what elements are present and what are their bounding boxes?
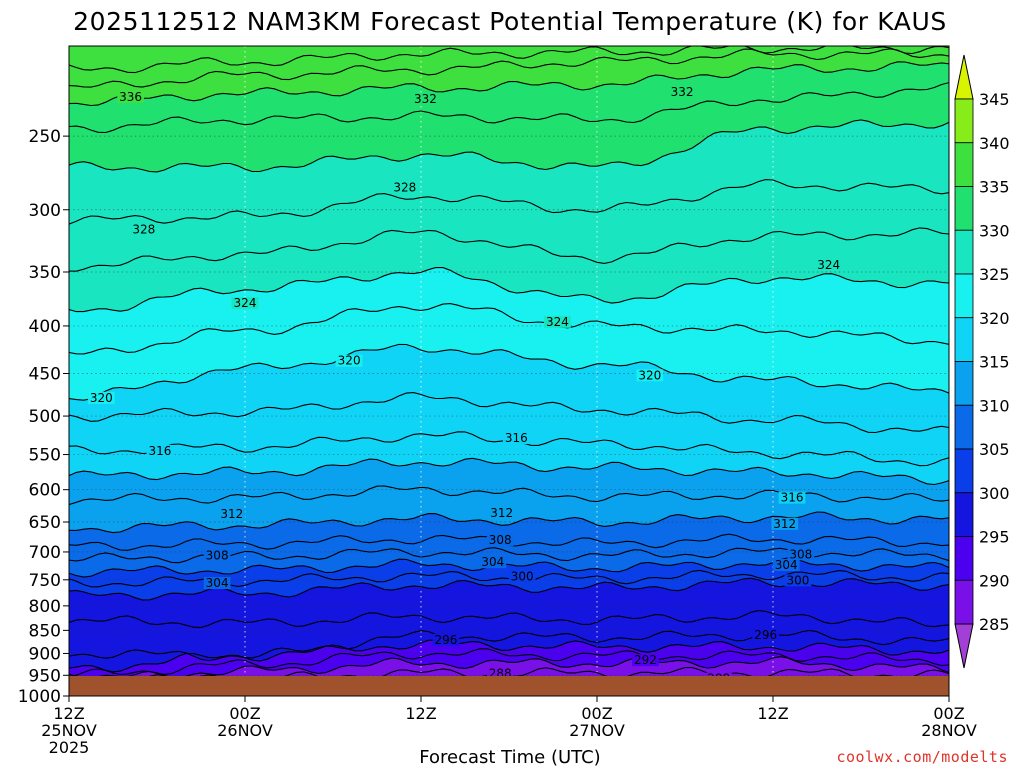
isentrope-290 xyxy=(69,656,949,686)
isentrope-314 xyxy=(69,457,949,486)
contour-label-304: 304 xyxy=(481,555,504,569)
x-tick-label: 25NOV xyxy=(41,721,97,740)
contour-label-300: 300 xyxy=(786,573,809,587)
isentrope-338 xyxy=(69,46,949,74)
colorbar-label: 310 xyxy=(979,396,1010,415)
isentrope-328 xyxy=(69,179,949,225)
contour-label-304: 304 xyxy=(775,558,798,572)
contour-label-332: 332 xyxy=(671,85,694,99)
isentrope-310 xyxy=(69,511,949,534)
y-tick-label: 350 xyxy=(29,263,61,283)
contour-label-308: 308 xyxy=(489,533,512,547)
contour-label-312: 312 xyxy=(220,507,243,521)
x-tick-label: 26NOV xyxy=(217,721,273,740)
contour-label-292: 292 xyxy=(634,653,657,667)
x-tick-label: 00Z xyxy=(581,704,612,723)
y-tick-label: 750 xyxy=(29,571,61,591)
isentrope-318 xyxy=(69,392,949,434)
filled-contours xyxy=(69,46,949,696)
isentrope-292 xyxy=(69,648,949,678)
colorbar-label: 345 xyxy=(979,90,1010,109)
contour-label-324: 324 xyxy=(546,315,569,329)
colorbar: 285 290 295 300 305 310 315 320 325 330 335 340 345 xyxy=(954,54,1010,669)
contour-label-304: 304 xyxy=(206,576,229,590)
x-tick-label: 12Z xyxy=(53,704,84,723)
contour-label-320: 320 xyxy=(90,391,113,405)
x-tick-label: 00Z xyxy=(933,704,964,723)
colorbar-label: 320 xyxy=(979,309,1010,328)
x-tick-label: 28NOV xyxy=(921,721,977,740)
y-tick-label: 400 xyxy=(29,317,61,337)
y-tick-label: 550 xyxy=(29,446,61,466)
isentrope-298 xyxy=(69,610,949,628)
x-tick-label: 12Z xyxy=(757,704,788,723)
colorbar-label: 290 xyxy=(979,571,1010,590)
contour-label-320: 320 xyxy=(338,354,361,368)
isentrope-296 xyxy=(69,629,949,662)
y-tick-label: 250 xyxy=(29,127,61,147)
colorbar-label: 335 xyxy=(979,178,1010,197)
contour-label-312: 312 xyxy=(490,506,513,520)
isentrope-322 xyxy=(69,303,949,355)
isentrope-332 xyxy=(69,82,949,134)
contour-label-332: 332 xyxy=(414,92,437,106)
contour-label-312: 312 xyxy=(773,517,796,531)
contour-label-336: 336 xyxy=(119,90,142,104)
x-axis-label: Forecast Time (UTC) xyxy=(419,747,600,768)
y-tick-label: 450 xyxy=(29,365,61,385)
contour-label-328: 328 xyxy=(393,181,416,195)
y-tick-label: 700 xyxy=(29,543,61,563)
isentrope-320 xyxy=(69,343,949,401)
contour-label-324: 324 xyxy=(817,258,840,272)
contour-label-324: 324 xyxy=(234,296,257,310)
isentrope-336 xyxy=(69,48,949,88)
colorbar-label: 315 xyxy=(979,353,1010,372)
isentrope-324 xyxy=(69,267,949,313)
colorbar-label: 295 xyxy=(979,528,1010,547)
plot-area: 336 332 332 328 328 324 324 324 320 320 320 316 316 3… xyxy=(69,46,949,696)
isentrope-304 xyxy=(69,557,949,578)
y-tick-label: 650 xyxy=(29,513,61,533)
y-tick-label: 900 xyxy=(29,644,61,664)
y-axis: 250 300 350 400 450 500 550 600 650 700 750 800 850 9… xyxy=(18,127,69,707)
y-tick-label: 300 xyxy=(29,201,61,221)
colorbar-label: 325 xyxy=(979,265,1010,284)
contour-label-300: 300 xyxy=(511,570,534,584)
contour-labels: 336 332 332 328 328 324 324 324 320 320 320 316 316 3… xyxy=(87,85,843,686)
isentrope-330 xyxy=(69,119,949,173)
x-tick-label: 00Z xyxy=(229,704,260,723)
ground-surface xyxy=(69,676,949,696)
contour-label-316: 316 xyxy=(781,491,804,505)
contour-label-296: 296 xyxy=(434,633,457,647)
y-tick-label: 500 xyxy=(29,407,61,427)
chart-title: 2025112512 NAM3KM Forecast Potential Tem… xyxy=(73,7,947,36)
contour-label-316: 316 xyxy=(505,431,528,445)
isentrope-294 xyxy=(69,639,949,673)
y-tick-label: 800 xyxy=(29,597,61,617)
plot-frame xyxy=(68,45,950,697)
colorbar-label: 285 xyxy=(979,615,1010,634)
x-tick-label: 12Z xyxy=(405,704,436,723)
colorbar-label: 305 xyxy=(979,440,1010,459)
contour-label-320: 320 xyxy=(638,368,661,382)
contour-label-316: 316 xyxy=(148,444,171,458)
y-tick-label: 850 xyxy=(29,621,61,641)
credit-link[interactable]: coolwx.com/modelts xyxy=(836,748,1008,766)
x-tick-label: 2025 xyxy=(49,738,90,757)
y-tick-label: 950 xyxy=(29,666,61,686)
contour-label-308: 308 xyxy=(206,548,229,562)
y-tick-label: 600 xyxy=(29,481,61,501)
colorbar-label: 300 xyxy=(979,484,1010,503)
isentrope-326 xyxy=(69,227,949,272)
contour-label-296: 296 xyxy=(754,628,777,642)
x-tick-label: 27NOV xyxy=(569,721,625,740)
colorbar-label: 340 xyxy=(979,134,1010,153)
y-tick-label: 1000 xyxy=(18,687,61,707)
isentrope-334 xyxy=(69,61,949,107)
contour-label-328: 328 xyxy=(132,222,155,236)
colorbar-label: 330 xyxy=(979,221,1010,240)
contour-label-308: 308 xyxy=(789,547,812,561)
